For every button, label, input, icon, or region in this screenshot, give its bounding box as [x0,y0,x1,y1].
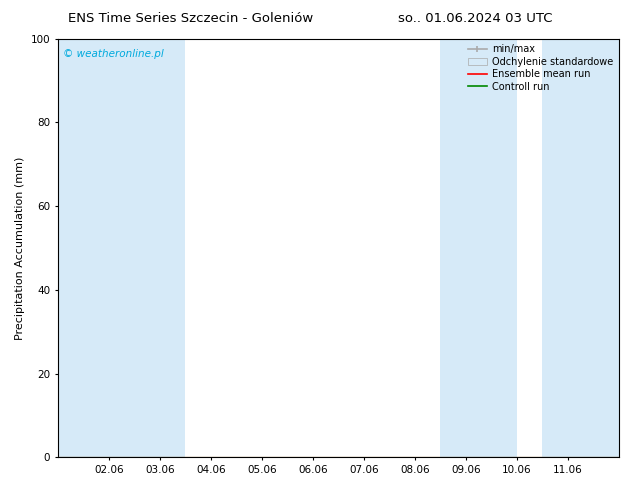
Text: so.. 01.06.2024 03 UTC: so.. 01.06.2024 03 UTC [398,12,553,25]
Text: ENS Time Series Szczecin - Goleniów: ENS Time Series Szczecin - Goleniów [68,12,313,25]
Legend: min/max, Odchylenie standardowe, Ensemble mean run, Controll run: min/max, Odchylenie standardowe, Ensembl… [463,41,617,96]
Bar [543,39,619,457]
Bar [441,39,517,457]
Y-axis label: Precipitation Accumulation (mm): Precipitation Accumulation (mm) [15,156,25,340]
Bar [58,39,185,457]
Text: © weatheronline.pl: © weatheronline.pl [63,49,164,59]
